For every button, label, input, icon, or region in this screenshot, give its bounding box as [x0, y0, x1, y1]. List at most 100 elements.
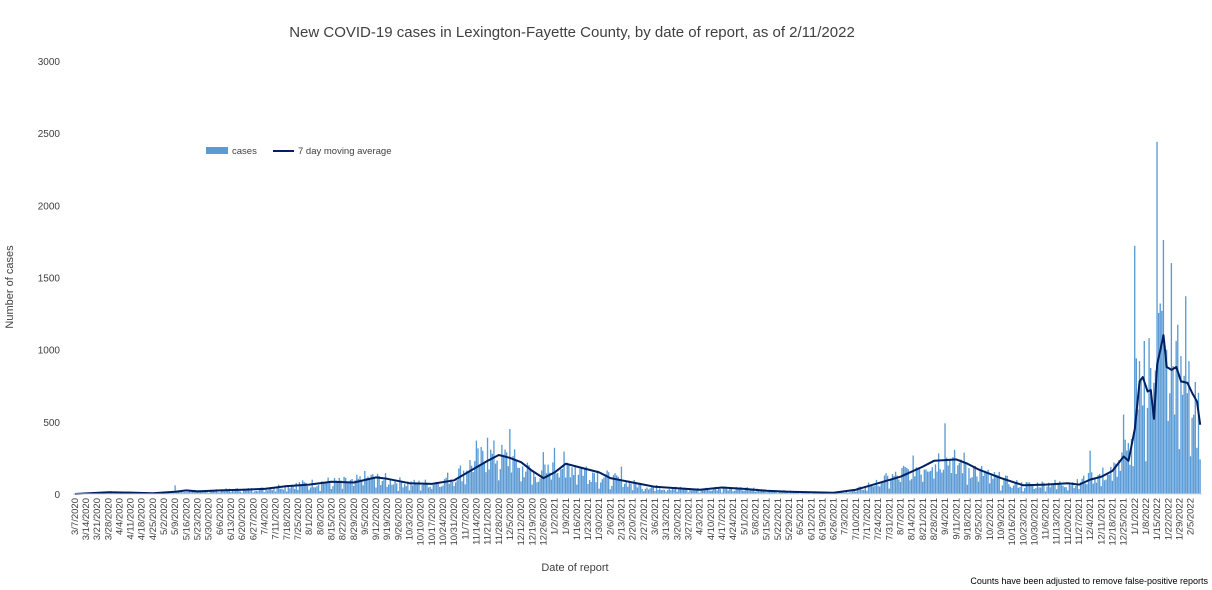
cases-bar	[773, 490, 776, 494]
cases-bar	[663, 489, 666, 494]
cases-bar	[1079, 482, 1082, 494]
cases-bar	[555, 473, 557, 494]
cases-bar	[671, 488, 674, 494]
cases-bar	[423, 484, 425, 494]
x-axis-title: Date of report	[541, 562, 608, 574]
cases-bar	[682, 489, 685, 494]
cases-bar	[386, 486, 388, 494]
cases-bar	[652, 486, 654, 494]
cases-bar	[502, 454, 505, 494]
cases-bar	[286, 491, 288, 494]
cases-bar	[759, 490, 761, 494]
cases-bar	[451, 481, 454, 494]
cases-bar	[697, 488, 699, 494]
x-tick-label: 9/18/2021	[963, 498, 974, 540]
cases-bar	[694, 489, 696, 494]
cases-bar	[953, 449, 956, 494]
cases-bar	[923, 469, 925, 494]
cases-bar	[254, 491, 256, 494]
cases-bar	[518, 467, 521, 494]
cases-bar	[1142, 405, 1144, 494]
cases-bar	[1148, 338, 1150, 494]
cases-bar	[673, 489, 675, 494]
cases-bar	[203, 492, 205, 494]
cases-bar	[545, 473, 548, 494]
cases-bar	[185, 492, 187, 494]
x-tick-label: 9/11/2021	[951, 498, 962, 540]
cases-bar	[631, 490, 634, 494]
cases-bar	[786, 491, 788, 494]
cases-bar	[211, 490, 213, 494]
cases-bar	[1169, 393, 1171, 494]
x-tick-label: 7/10/2021	[851, 498, 862, 540]
cases-bar	[574, 467, 576, 494]
cases-bar	[456, 480, 458, 494]
cases-bar	[1132, 466, 1134, 494]
cases-bar	[845, 491, 847, 494]
cases-bar	[322, 482, 325, 494]
cases-bar	[917, 467, 919, 494]
x-tick-label: 4/4/2020	[114, 498, 125, 535]
cases-bar	[182, 492, 184, 494]
cases-bar	[706, 488, 709, 494]
x-tick-label: 3/13/2021	[661, 498, 672, 540]
cases-bar	[630, 483, 632, 494]
cases-bar	[1130, 439, 1133, 494]
x-tick-label: 4/3/2021	[695, 498, 706, 535]
cases-bar	[434, 483, 436, 494]
cases-bar	[376, 473, 379, 494]
cases-bar	[660, 490, 662, 494]
cases-bar	[1091, 472, 1093, 494]
cases-bar	[1186, 393, 1188, 494]
cases-bar	[381, 481, 383, 494]
cases-bar	[329, 481, 331, 494]
cases-bar	[529, 470, 532, 494]
x-tick-label: 1/1/2022	[1130, 498, 1141, 535]
cases-bar	[1087, 472, 1090, 494]
cases-bar	[875, 479, 878, 494]
cases-bar	[541, 470, 543, 494]
cases-bar	[963, 452, 965, 494]
cases-bar	[1172, 366, 1174, 494]
cases-bar	[219, 492, 221, 494]
cases-bar	[400, 482, 403, 494]
x-tick-label: 9/4/2021	[940, 498, 951, 535]
cases-bar	[700, 489, 702, 494]
cases-bar	[507, 466, 509, 494]
cases-bar	[757, 490, 760, 494]
cases-bar	[614, 473, 616, 494]
cases-bar	[769, 491, 771, 494]
cases-bar	[1189, 456, 1192, 494]
cases-bar	[180, 491, 183, 494]
cases-bar	[493, 440, 495, 494]
x-tick-label: 1/23/2021	[583, 498, 594, 540]
cases-bar	[359, 476, 361, 494]
cases-bar	[552, 462, 554, 494]
cases-bar	[252, 492, 254, 494]
cases-bar	[222, 490, 224, 494]
cases-bar	[220, 489, 222, 494]
cases-bar	[348, 482, 350, 494]
cases-bar	[501, 444, 503, 494]
cases-bar	[847, 492, 849, 494]
x-tick-label: 11/27/2021	[1074, 498, 1085, 545]
cases-bar	[262, 487, 264, 494]
cases-bar	[848, 492, 851, 494]
cases-bar	[270, 487, 272, 494]
cases-bar	[982, 475, 984, 494]
cases-bar	[282, 489, 285, 494]
cases-bar	[445, 477, 447, 494]
cases-bar	[464, 484, 466, 494]
cases-bar	[416, 484, 419, 494]
cases-bar	[843, 492, 846, 494]
x-tick-label: 8/29/2020	[349, 498, 360, 540]
cases-bar	[1134, 245, 1136, 494]
x-tick-label: 6/19/2021	[817, 498, 828, 540]
cases-bar	[855, 491, 857, 494]
cases-bar	[1177, 324, 1179, 494]
cases-bar	[239, 491, 242, 494]
cases-bar	[812, 492, 814, 494]
cases-bar	[1097, 475, 1099, 494]
y-tick-label: 0	[54, 490, 60, 501]
cases-bar	[600, 482, 602, 494]
